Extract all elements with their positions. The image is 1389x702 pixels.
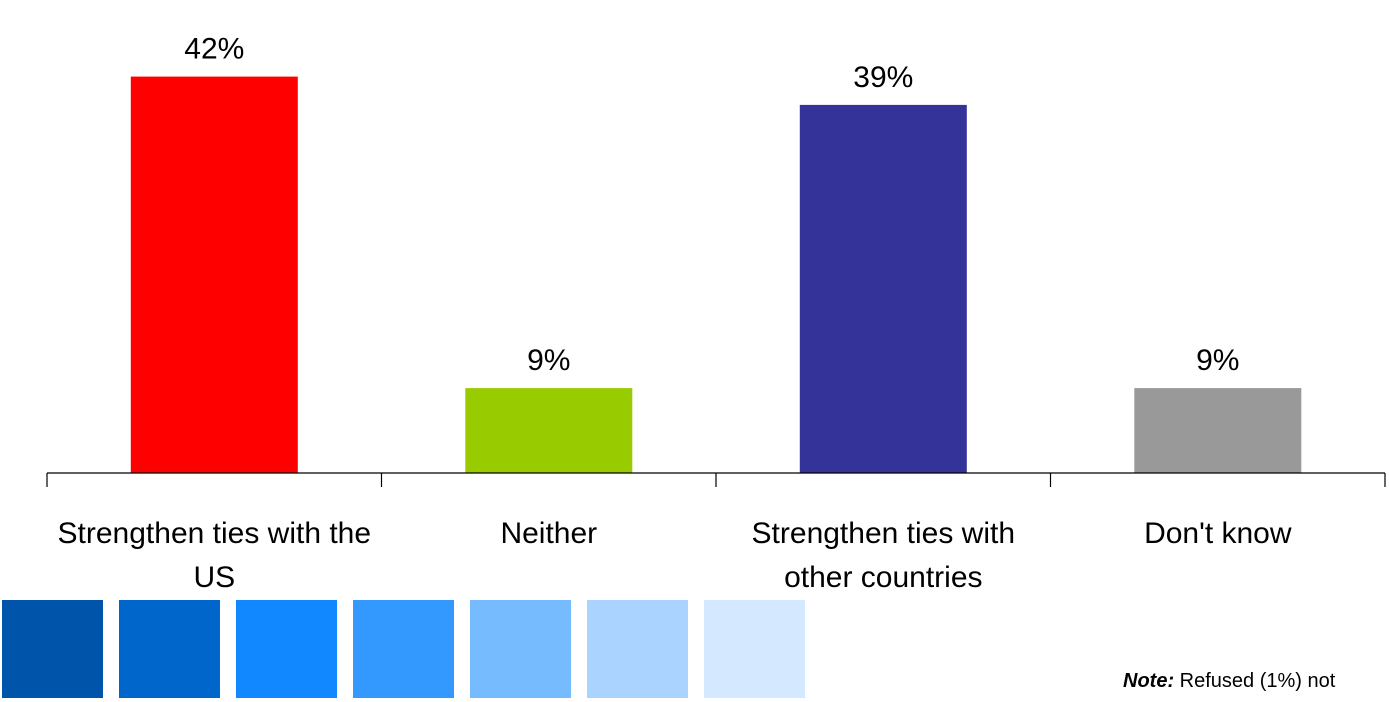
swatch-4 — [353, 600, 454, 698]
data-label-1: 42% — [184, 33, 244, 66]
swatch-3 — [236, 600, 337, 698]
note-body: Refused (1%) not — [1179, 670, 1336, 692]
bar-2 — [465, 388, 633, 473]
note-label: Note: — [1123, 670, 1175, 692]
swatch-5 — [470, 600, 571, 698]
category-label-4: Don't know — [1144, 517, 1292, 550]
data-label-2: 9% — [527, 344, 570, 377]
swatch-6 — [587, 600, 688, 698]
data-label-3: 39% — [853, 61, 913, 94]
note-text: Note: Refused (1%) not — [1123, 670, 1335, 693]
swatch-2 — [119, 600, 220, 698]
swatch-1 — [2, 600, 103, 698]
bar-1 — [130, 76, 298, 473]
bar-3 — [799, 104, 967, 474]
category-label-1: Strengthen ties with the US — [57, 517, 372, 594]
swatch-7 — [704, 600, 805, 698]
category-label-3: Strengthen ties with other countries — [751, 517, 1016, 594]
data-label-4: 9% — [1196, 344, 1239, 377]
bar-chart: 42% 9% 39% 9% — [46, 33, 1386, 487]
bars-group: 42% 9% 39% 9% — [130, 33, 1302, 474]
x-axis — [46, 472, 1386, 487]
bar-4 — [1134, 388, 1302, 473]
decorative-swatches — [2, 600, 805, 698]
category-label-2: Neither — [500, 517, 598, 550]
